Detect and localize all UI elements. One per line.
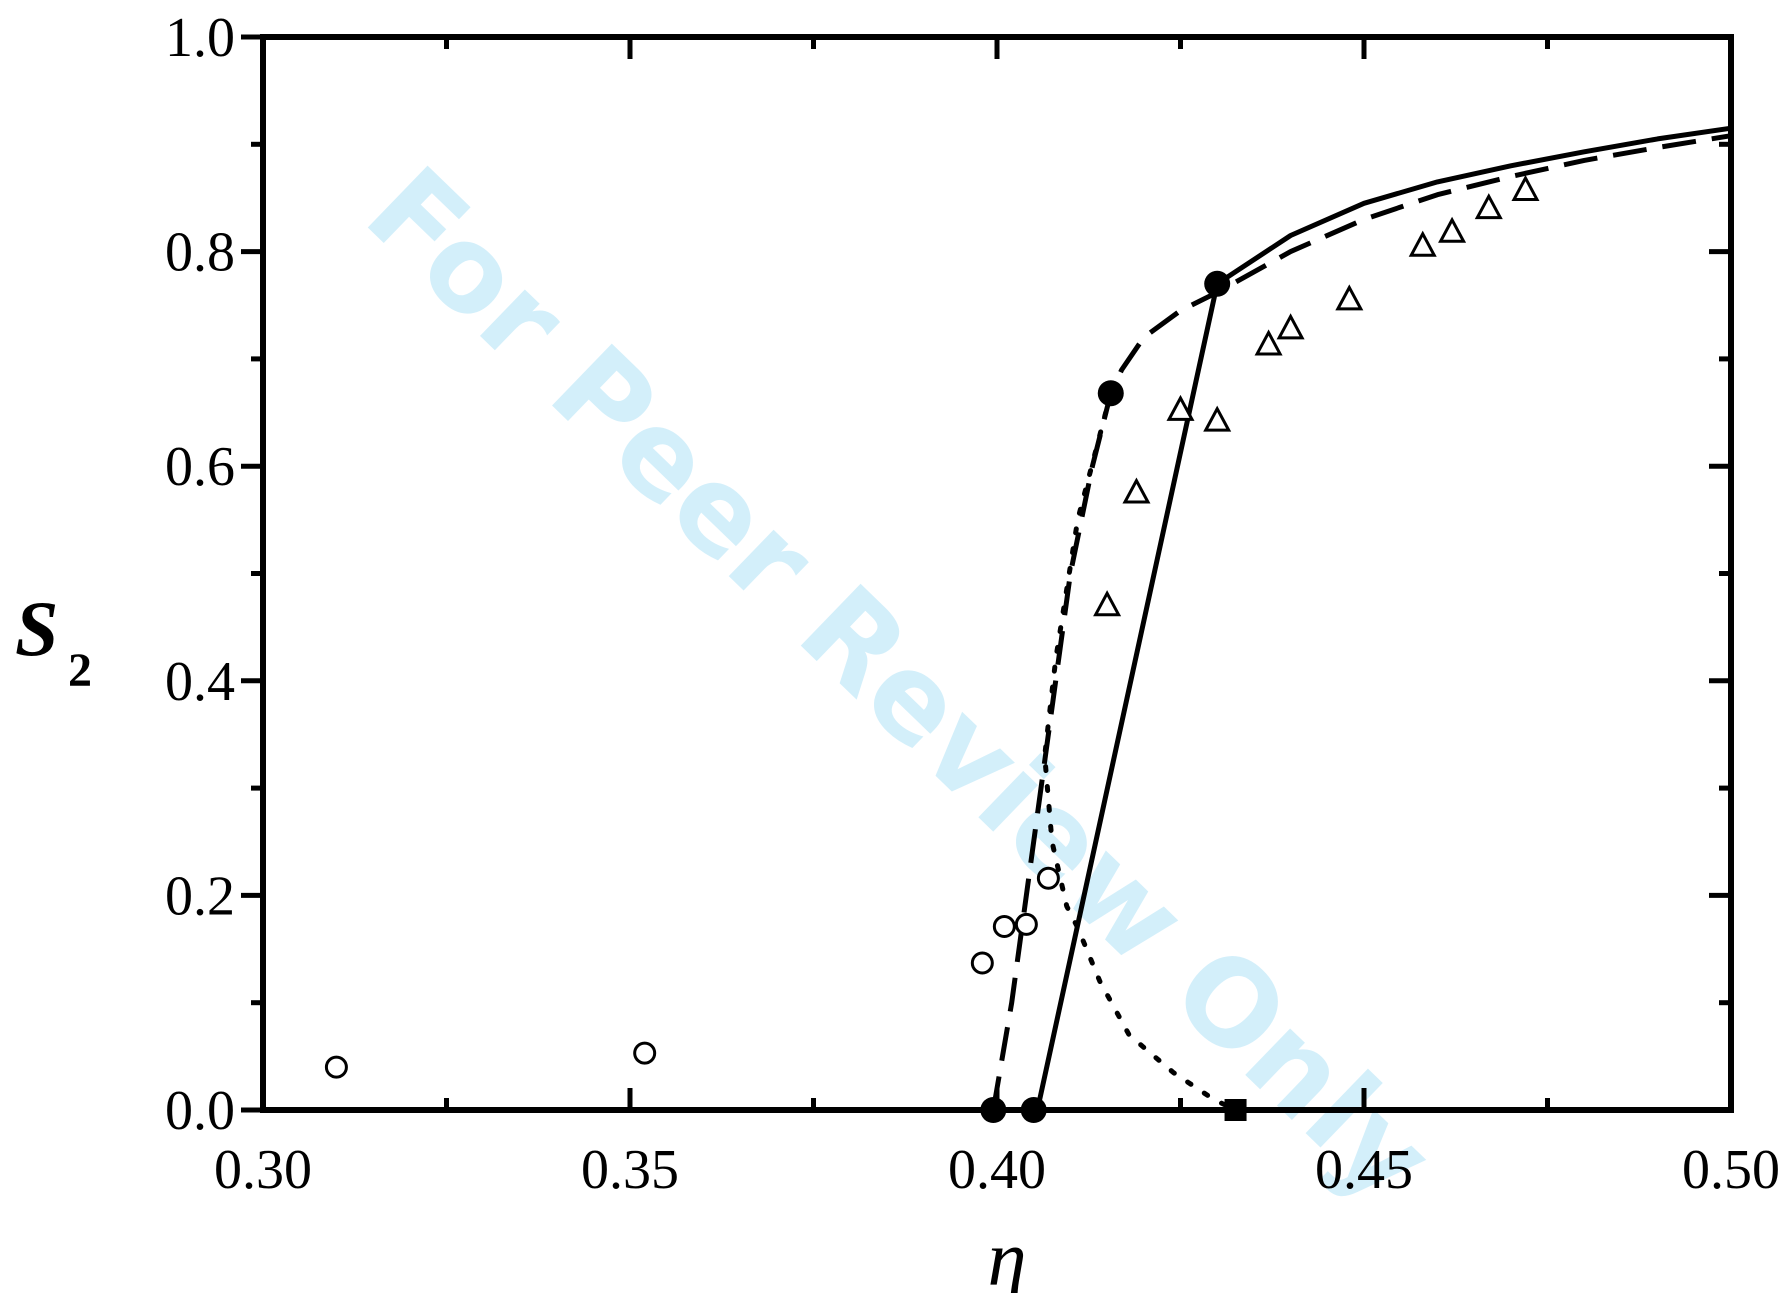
- open-circle-point: [1036, 866, 1060, 890]
- open-circle-point: [1014, 912, 1038, 936]
- series-line-solid: [1215, 125, 1732, 286]
- open-circle-point: [324, 1055, 348, 1079]
- series-line-dash: [990, 133, 1732, 1111]
- open-triangle-point: [1122, 477, 1151, 504]
- x-tick-label: 0.45: [1315, 1139, 1413, 1201]
- y-tick-label: 0.8: [165, 222, 235, 284]
- y-tick-label: 0.0: [165, 1080, 235, 1142]
- filled-circle-point: [1097, 380, 1124, 407]
- y-tick-label: 1.0: [165, 7, 235, 69]
- y-axis-title-subscript: 2: [68, 644, 92, 697]
- y-tick-label: 0.2: [165, 865, 235, 927]
- open-triangle-point: [1474, 193, 1503, 220]
- open-triangle-point: [1438, 216, 1467, 243]
- filled-circle-point: [1204, 270, 1231, 297]
- y-axis-title: S 2: [15, 585, 92, 697]
- open-triangle-point: [1254, 329, 1283, 356]
- x-tick-label: 0.50: [1682, 1139, 1780, 1201]
- open-circle-point: [970, 951, 994, 975]
- watermark-text: For Peer Review Only: [341, 141, 1460, 1228]
- open-circle-point: [633, 1041, 657, 1065]
- open-triangle-point: [1335, 284, 1364, 311]
- open-triangle-point: [1203, 405, 1232, 432]
- open-triangle-point: [1093, 590, 1122, 617]
- open-circle-point: [992, 915, 1016, 939]
- y-axis-title-main: S: [15, 585, 58, 672]
- y-tick-label: 0.4: [165, 651, 235, 713]
- x-tick-label: 0.35: [581, 1139, 679, 1201]
- x-tick-label: 0.30: [214, 1139, 312, 1201]
- open-triangle-point: [1511, 174, 1540, 201]
- open-triangle-point: [1408, 230, 1437, 257]
- x-tick-label: 0.40: [948, 1139, 1046, 1201]
- y-tick-label: 0.6: [165, 436, 235, 498]
- open-triangle-point: [1166, 394, 1195, 421]
- open-triangle-point: [1276, 313, 1305, 340]
- x-axis-title: η: [988, 1215, 1027, 1293]
